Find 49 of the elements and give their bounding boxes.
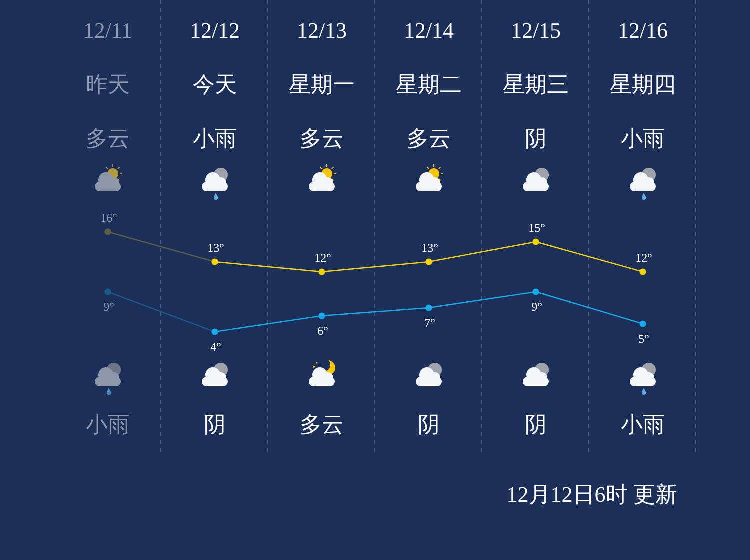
x-tick-label: 12/12 — [190, 18, 240, 43]
data-label: 15° — [528, 221, 546, 235]
text: 阴 — [525, 126, 547, 151]
data-label: 16° — [100, 211, 118, 225]
text: 多云 — [407, 126, 451, 151]
text: 小雨 — [621, 126, 665, 151]
text: 小雨 — [86, 412, 130, 437]
text: 今天 — [193, 72, 237, 97]
x-tick-label: 12/13 — [296, 18, 348, 43]
text: 阴 — [204, 412, 226, 437]
text: 阴 — [418, 412, 440, 437]
text: 星期二 — [396, 72, 462, 97]
point — [318, 268, 326, 276]
x-tick-label: 12/11 — [83, 18, 133, 43]
data-label: 13° — [422, 241, 439, 255]
point — [212, 328, 218, 336]
x-tick-label: 12/15 — [510, 18, 562, 43]
data-label: 9° — [104, 300, 115, 314]
point — [104, 228, 112, 236]
text: 星期一 — [289, 72, 355, 97]
text: 12月12日6时 更新 — [506, 482, 678, 507]
data-label: 5° — [638, 332, 650, 346]
text: 多云 — [300, 126, 344, 151]
data-label: 7° — [424, 316, 436, 330]
text: 星期四 — [610, 72, 676, 97]
data-label: 13° — [208, 241, 225, 255]
data-label: 12° — [314, 251, 332, 265]
point — [640, 268, 646, 276]
text: 小雨 — [193, 126, 237, 151]
point — [426, 304, 432, 312]
data-label: 12° — [636, 251, 653, 265]
text: 星期三 — [503, 72, 569, 97]
data-label: 9° — [532, 300, 543, 314]
point — [426, 258, 432, 266]
point — [532, 288, 540, 296]
x-tick-label: 12/16 — [618, 18, 668, 43]
data-label: 4° — [210, 340, 222, 354]
point — [212, 258, 218, 266]
point — [532, 238, 540, 246]
x-tick-label: 12/14 — [404, 18, 454, 43]
point — [640, 320, 646, 328]
data-label: 6° — [318, 324, 329, 338]
text: 昨天 — [86, 72, 130, 97]
point — [318, 312, 326, 320]
point — [104, 288, 112, 296]
text: 多云 — [86, 126, 130, 151]
text: 多云 — [300, 412, 344, 437]
text: 阴 — [525, 412, 547, 437]
text: 小雨 — [621, 412, 665, 437]
